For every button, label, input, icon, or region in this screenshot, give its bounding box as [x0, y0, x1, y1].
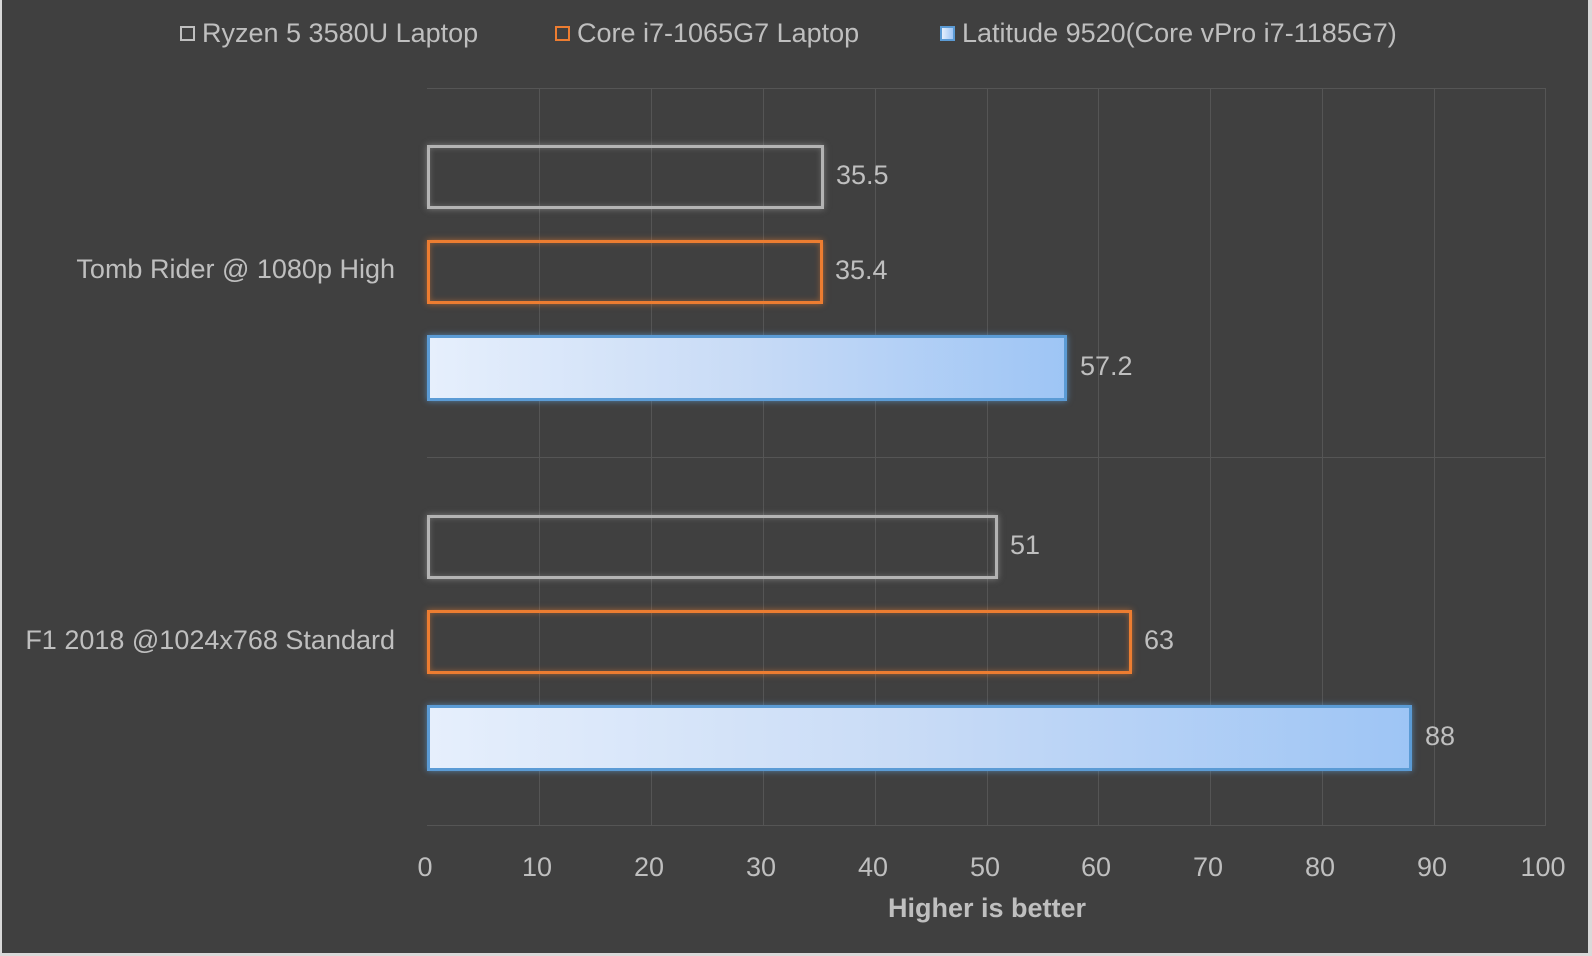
x-tick: 60	[1080, 852, 1112, 882]
x-tick: 90	[1416, 852, 1448, 882]
x-tick: 0	[417, 852, 433, 882]
category-divider	[427, 457, 1546, 458]
legend-label: Core i7-1065G7 Laptop	[577, 18, 860, 48]
legend: Ryzen 5 3580U Laptop Core i7-1065G7 Lapt…	[2, 18, 1588, 58]
legend-label: Ryzen 5 3580U Laptop	[202, 18, 479, 48]
x-tick: 20	[633, 852, 665, 882]
legend-label: Latitude 9520(Core vPro i7-1185G7)	[962, 18, 1397, 48]
data-label: 57.2	[1080, 351, 1133, 381]
data-label: 35.5	[836, 160, 889, 190]
data-label: 88	[1425, 721, 1456, 751]
legend-item-latitude: Latitude 9520(Core vPro i7-1185G7)	[940, 18, 1397, 49]
legend-item-ryzen: Ryzen 5 3580U Laptop	[180, 18, 478, 49]
x-tick: 100	[1520, 852, 1566, 882]
legend-swatch-orange-icon	[555, 26, 570, 41]
data-label: 51	[1010, 530, 1041, 560]
plot-top-border	[427, 88, 1546, 89]
x-tick: 50	[969, 852, 1001, 882]
category-label-tomb-rider: Tomb Rider @ 1080p High	[76, 254, 395, 284]
legend-item-core-i7: Core i7-1065G7 Laptop	[555, 18, 859, 49]
bar-tomb-latitude	[427, 335, 1067, 401]
x-tick: 70	[1192, 852, 1224, 882]
data-label: 63	[1144, 625, 1175, 655]
bar-tomb-core-i7	[427, 240, 823, 304]
category-label-f1-2018: F1 2018 @1024x768 Standard	[25, 625, 395, 655]
bar-tomb-ryzen	[427, 145, 824, 209]
plot-area: 35.5 35.4 57.2 51 63 88	[427, 88, 1546, 826]
x-tick: 30	[745, 852, 777, 882]
legend-swatch-blue-icon	[940, 26, 955, 41]
bar-f1-latitude	[427, 705, 1412, 771]
data-label: 35.4	[835, 255, 888, 285]
x-axis-title: Higher is better	[887, 893, 1087, 923]
plot-bottom-border	[427, 825, 1546, 826]
legend-swatch-gray-icon	[180, 26, 195, 41]
x-tick: 80	[1304, 852, 1336, 882]
bar-f1-core-i7	[427, 610, 1132, 674]
x-tick: 10	[521, 852, 553, 882]
x-tick: 40	[857, 852, 889, 882]
bar-f1-ryzen	[427, 515, 998, 579]
